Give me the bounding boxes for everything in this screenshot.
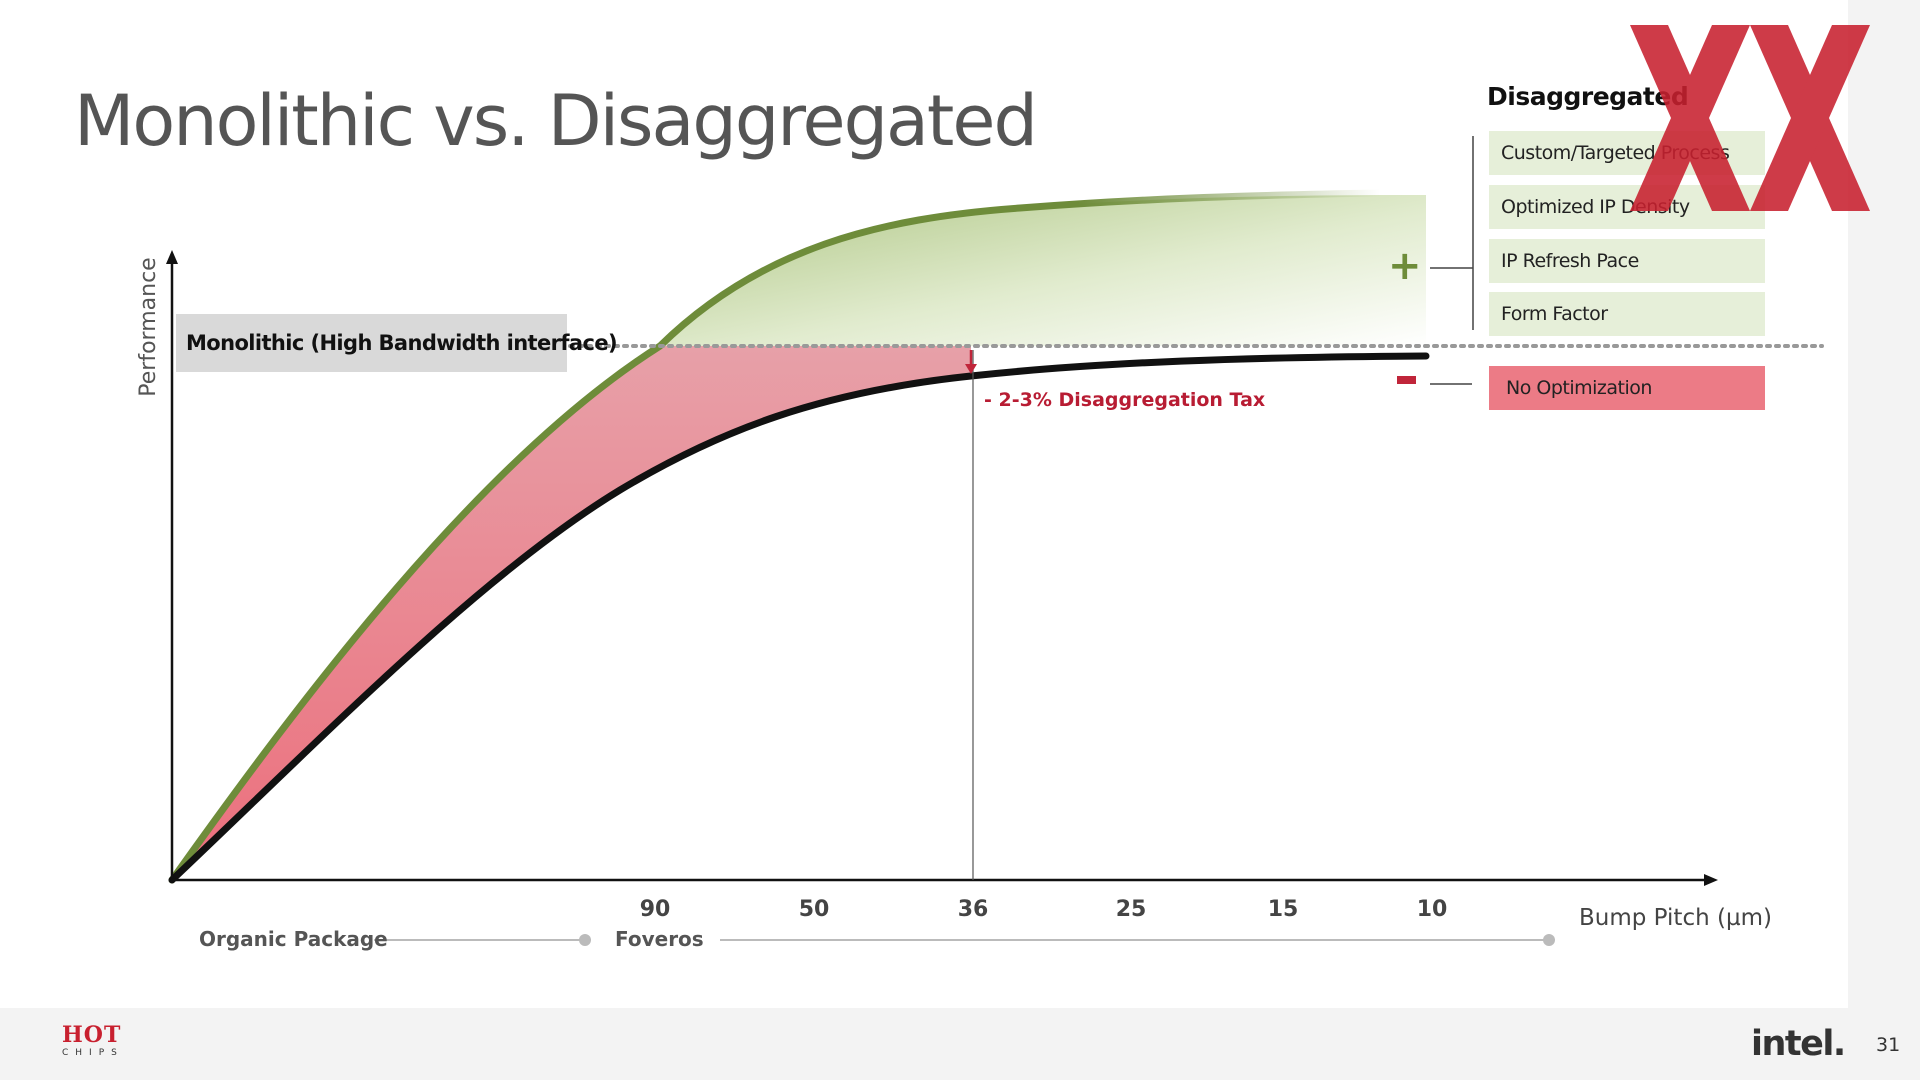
page-number: 31 bbox=[1876, 1034, 1901, 1056]
performance-diagram bbox=[166, 136, 1824, 946]
footer-bar bbox=[0, 1008, 1848, 1080]
benefit-area bbox=[660, 195, 1426, 346]
x-axis-arrow bbox=[1704, 874, 1718, 886]
organic-package-label: Organic Package bbox=[199, 927, 388, 951]
disaggregated-optimized-curve bbox=[168, 189, 1384, 884]
x-axis-label: Bump Pitch (µm) bbox=[1579, 905, 1772, 931]
plus-icon: + bbox=[1388, 243, 1422, 289]
monolithic-label: Monolithic (High Bandwidth interface) bbox=[176, 314, 618, 372]
legend-title: Disaggregated bbox=[1487, 82, 1689, 111]
intel-logo: intel. bbox=[1751, 1024, 1846, 1064]
x-tick: 15 bbox=[1267, 897, 1299, 922]
monolithic-label-text: Monolithic (High Bandwidth interface) bbox=[186, 331, 618, 355]
organic-end-dot bbox=[579, 934, 591, 946]
foveros-end-dot bbox=[1543, 934, 1555, 946]
disaggregation-tax-label: - 2-3% Disaggregation Tax bbox=[984, 389, 1266, 411]
hot-chips-logo-bottom: CHIPS bbox=[62, 1048, 124, 1058]
legend-penalty-label: No Optimization bbox=[1506, 377, 1652, 399]
legend-penalty-item: No Optimization bbox=[1489, 366, 1765, 410]
legend-benefit-item: Form Factor bbox=[1489, 292, 1765, 336]
tax-arrowhead bbox=[965, 364, 977, 374]
x-tick: 10 bbox=[1416, 897, 1448, 922]
legend-benefit-item: IP Refresh Pace bbox=[1489, 239, 1765, 283]
x-tick: 25 bbox=[1115, 897, 1147, 922]
disaggregated-curve bbox=[168, 352, 1430, 884]
tax-area bbox=[172, 346, 971, 880]
slide-title: Monolithic vs. Disaggregated bbox=[74, 80, 1038, 162]
legend-benefit-label: IP Refresh Pace bbox=[1501, 250, 1639, 272]
x-tick: 50 bbox=[798, 897, 830, 922]
minus-icon bbox=[1397, 376, 1416, 384]
slide bbox=[0, 0, 1848, 1080]
legend-benefit-label: Form Factor bbox=[1501, 303, 1608, 325]
y-axis-label: Performance bbox=[136, 257, 161, 397]
x-tick: 90 bbox=[639, 897, 671, 922]
y-axis-arrow bbox=[166, 250, 178, 264]
xx-watermark-logo bbox=[1630, 25, 1870, 211]
hot-chips-logo: HOT CHIPS bbox=[62, 1024, 142, 1058]
slide-margin bbox=[1848, 0, 1920, 1080]
foveros-label: Foveros bbox=[615, 927, 704, 951]
x-tick: 36 bbox=[957, 897, 989, 922]
hot-chips-logo-top: HOT bbox=[62, 1022, 122, 1048]
